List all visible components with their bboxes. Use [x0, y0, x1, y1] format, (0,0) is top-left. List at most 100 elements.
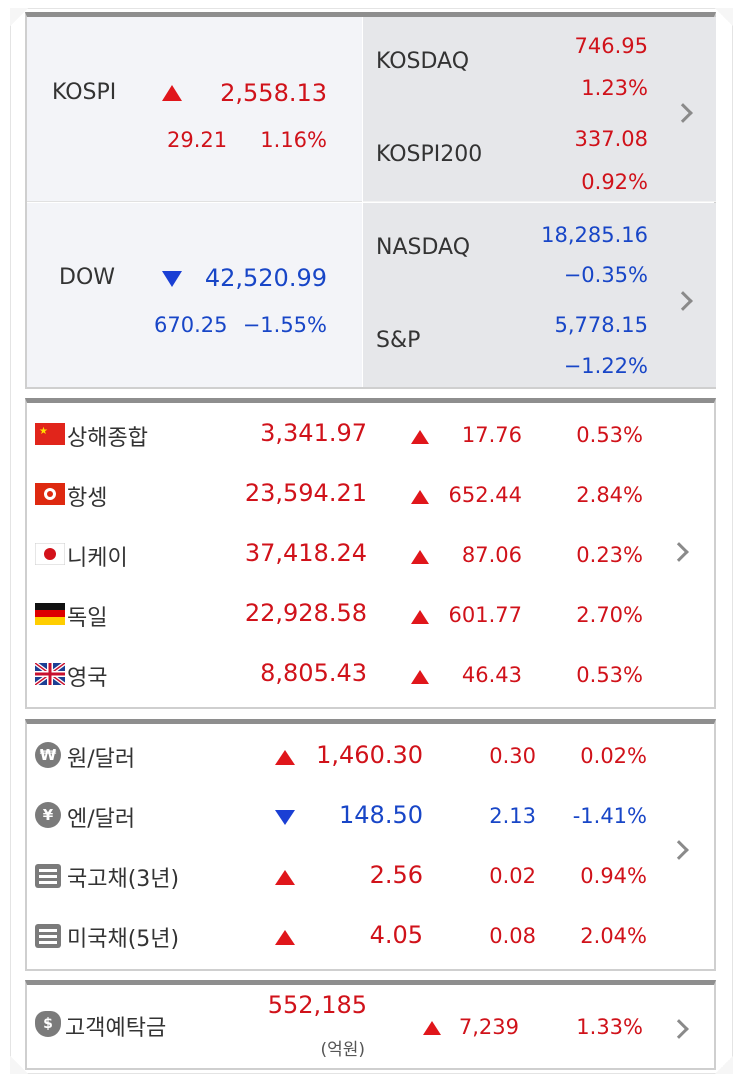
nasdaq-value: 18,285.16 [541, 223, 648, 247]
index-change: 652.44 [448, 483, 522, 507]
index-change: 46.43 [461, 663, 522, 687]
dow-percent: −1.55% [242, 313, 327, 337]
kospi-panel[interactable]: KOSPI 2,558.13 29.21 1.16% [27, 17, 362, 202]
corner-decoration [10, 8, 28, 26]
dow-change: 670.25 [154, 313, 228, 337]
rate-name: 국고채(3년) [67, 867, 180, 892]
korea-index-panel[interactable]: KOSDAQ 746.95 1.23% KOSPI200 337.08 0.92… [363, 17, 716, 202]
kospi200-percent: 0.92% [581, 170, 648, 194]
index-name: 항셍 [67, 486, 108, 511]
fx-bonds-panel[interactable]: ₩ 원/달러 1,460.30 0.30 0.02% ¥ 엔/달러 148.50 2.13 -1.… [25, 719, 716, 971]
index-percent: 0.53% [576, 423, 643, 447]
index-percent: 0.53% [576, 663, 643, 687]
germany-flag-icon [35, 603, 65, 625]
deposit-change: 7,239 [458, 1015, 519, 1039]
sp-value: 5,778.15 [554, 313, 648, 337]
rate-name: 원/달러 [67, 747, 136, 772]
corner-decoration [715, 8, 733, 26]
nasdaq-label: NASDAQ [376, 235, 471, 260]
nasdaq-percent: −0.35% [563, 263, 648, 287]
rate-change: 0.30 [489, 744, 536, 768]
arrow-up-icon [275, 870, 295, 889]
rate-name: 엔/달러 [67, 807, 136, 832]
index-percent: 0.23% [576, 543, 643, 567]
rate-name: 미국채(5년) [67, 927, 180, 952]
world-indices-panel[interactable]: ★ 상해종합 3,341.97 17.76 0.53% 항셍 23,594.21 652.44… [25, 398, 716, 709]
deposit-percent: 1.33% [576, 1015, 643, 1039]
rate-value: 1,460.30 [316, 741, 423, 769]
arrow-up-icon [275, 750, 295, 769]
deposit-value: 552,185 [267, 991, 367, 1019]
kospi200-label: KOSPI200 [376, 142, 483, 167]
kosdaq-percent: 1.23% [581, 76, 648, 100]
kospi-label: KOSPI [52, 80, 117, 105]
dow-label: DOW [59, 265, 116, 290]
rate-percent: -1.41% [572, 804, 647, 828]
money-bag-icon: $ [35, 1011, 61, 1037]
kosdaq-label: KOSDAQ [376, 49, 470, 74]
index-value: 23,594.21 [244, 479, 367, 507]
japan-flag-icon [34, 542, 66, 566]
rate-value: 148.50 [339, 801, 423, 829]
kosdaq-value: 746.95 [574, 34, 648, 58]
arrow-down-icon [162, 271, 182, 291]
kospi200-value: 337.08 [574, 127, 648, 151]
svg-text:★: ★ [39, 426, 48, 437]
arrow-up-icon [423, 1020, 441, 1039]
chevron-right-icon[interactable] [669, 840, 689, 860]
uk-flag-icon [33, 661, 67, 687]
rate-percent: 0.02% [580, 744, 647, 768]
index-name: 니케이 [67, 546, 128, 571]
rate-value: 2.56 [369, 861, 423, 889]
dow-panel[interactable]: DOW 42,520.99 670.25 −1.55% [27, 203, 362, 387]
sp-percent: −1.22% [563, 354, 648, 378]
sp-label: S&P [376, 328, 421, 353]
chevron-right-icon[interactable] [673, 291, 693, 311]
deposit-label: 고객예탁금 [65, 1016, 167, 1041]
dow-value: 42,520.99 [204, 264, 327, 292]
rate-percent: 0.94% [580, 864, 647, 888]
list-icon [35, 864, 61, 888]
index-name: 상해종합 [67, 426, 148, 451]
hongkong-flag-icon [35, 483, 65, 505]
index-summary-panel: KOSPI 2,558.13 29.21 1.16% DOW 42,520.99… [25, 12, 716, 389]
kospi-value: 2,558.13 [220, 79, 327, 107]
chevron-right-icon[interactable] [669, 542, 689, 562]
index-change: 601.77 [448, 603, 522, 627]
arrow-up-icon [411, 549, 429, 568]
rate-change: 0.02 [489, 864, 536, 888]
arrow-up-icon [411, 429, 429, 448]
index-name: 독일 [67, 606, 108, 631]
arrow-up-icon [411, 609, 429, 628]
index-percent: 2.84% [576, 483, 643, 507]
won-icon: ₩ [35, 742, 61, 768]
arrow-down-icon [275, 810, 295, 829]
kospi-percent: 1.16% [260, 128, 327, 152]
china-flag-icon: ★ [35, 423, 65, 445]
arrow-up-icon [275, 930, 295, 949]
chevron-right-icon[interactable] [673, 103, 693, 123]
index-value: 37,418.24 [244, 539, 367, 567]
index-value: 3,341.97 [260, 419, 367, 447]
index-change: 87.06 [461, 543, 522, 567]
list-icon [35, 924, 61, 948]
rate-change: 0.08 [489, 924, 536, 948]
arrow-up-icon [411, 669, 429, 688]
yen-icon: ¥ [35, 802, 61, 828]
index-percent: 2.70% [576, 603, 643, 627]
rate-percent: 2.04% [580, 924, 647, 948]
customer-deposit-panel[interactable]: $ 고객예탁금 552,185 (억원) 7,239 1.33% [25, 980, 716, 1070]
index-value: 8,805.43 [260, 659, 367, 687]
rate-value: 4.05 [369, 921, 423, 949]
corner-decoration [715, 1056, 733, 1074]
deposit-unit: (억원) [320, 1040, 365, 1060]
arrow-up-icon [411, 489, 429, 508]
chevron-right-icon[interactable] [669, 1019, 689, 1039]
index-name: 영국 [67, 666, 108, 691]
index-change: 17.76 [461, 423, 522, 447]
index-value: 22,928.58 [244, 599, 367, 627]
arrow-up-icon [162, 85, 182, 105]
rate-change: 2.13 [489, 804, 536, 828]
kospi-change: 29.21 [167, 128, 228, 152]
us-index-panel[interactable]: NASDAQ 18,285.16 −0.35% S&P 5,778.15 −1.… [363, 203, 716, 387]
